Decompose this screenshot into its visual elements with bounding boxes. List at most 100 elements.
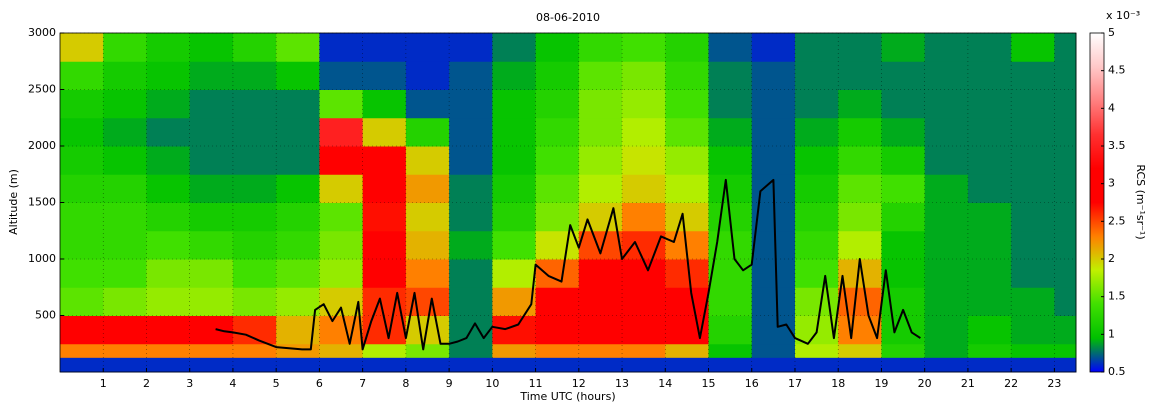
heatmap-cell xyxy=(146,146,191,175)
heatmap-cell xyxy=(967,357,1012,373)
heatmap-cell xyxy=(1054,357,1077,373)
heatmap-cell xyxy=(1054,287,1077,316)
heatmap-cell xyxy=(319,259,364,288)
heatmap-cell xyxy=(838,146,882,175)
heatmap-cell xyxy=(1054,230,1077,260)
heatmap-cell xyxy=(146,230,191,260)
heatmap-cell xyxy=(708,33,753,62)
heatmap-cell xyxy=(189,315,234,345)
heatmap-cell xyxy=(838,174,882,203)
x-tick-label: 3 xyxy=(186,377,193,390)
heatmap-cell xyxy=(794,202,839,232)
heatmap-cell xyxy=(1011,357,1055,373)
heatmap-cell xyxy=(276,259,320,288)
chart-title: 08-06-2010 xyxy=(536,11,600,24)
heatmap-cell xyxy=(924,230,969,260)
heatmap-cell xyxy=(319,343,364,358)
heatmap-cell xyxy=(146,117,191,147)
heatmap-cell xyxy=(1011,117,1055,147)
heatmap-cell xyxy=(449,146,493,175)
heatmap-cell xyxy=(449,117,493,147)
heatmap-cell xyxy=(405,230,450,260)
heatmap-cell xyxy=(665,287,710,316)
x-tick-label: 7 xyxy=(359,377,366,390)
y-axis-label: Altitude (m) xyxy=(7,169,20,235)
heatmap-cell xyxy=(449,230,493,260)
heatmap-cell xyxy=(578,259,623,288)
heatmap-cell xyxy=(146,259,191,288)
heatmap-cell xyxy=(924,61,969,90)
heatmap-cell xyxy=(708,146,753,175)
x-tick-label: 17 xyxy=(788,377,802,390)
heatmap-cell xyxy=(405,357,450,373)
heatmap-cell xyxy=(103,146,147,175)
heatmap-cell xyxy=(751,89,796,119)
heatmap-cell xyxy=(881,33,926,62)
heatmap-cell xyxy=(60,174,104,203)
heatmap-cell xyxy=(838,343,882,358)
heatmap-cell xyxy=(708,117,753,147)
heatmap-cell xyxy=(535,287,580,316)
heatmap-cell xyxy=(1011,315,1055,345)
heatmap-cell xyxy=(60,117,104,147)
heatmap-cell xyxy=(146,174,191,203)
heatmap-cell xyxy=(103,61,147,90)
heatmap-cell xyxy=(751,315,796,345)
heatmap-cell xyxy=(362,357,407,373)
heatmap-cell xyxy=(232,146,277,175)
heatmap-cell xyxy=(405,89,450,119)
heatmap-cell xyxy=(405,33,450,62)
heatmap-cell xyxy=(232,259,277,288)
heatmap-cell xyxy=(578,33,623,62)
heatmap-cell xyxy=(1054,343,1077,358)
heatmap-cell xyxy=(362,259,407,288)
heatmap-cell xyxy=(535,146,580,175)
heatmap-cell xyxy=(622,174,666,203)
x-tick-label: 6 xyxy=(316,377,323,390)
heatmap-cell xyxy=(60,230,104,260)
heatmap-cell xyxy=(103,357,147,373)
heatmap-cell xyxy=(881,146,926,175)
x-tick-label: 9 xyxy=(446,377,453,390)
heatmap-cell xyxy=(535,33,580,62)
heatmap-cell xyxy=(622,61,666,90)
heatmap-cell xyxy=(146,357,191,373)
heatmap-cell xyxy=(751,357,796,373)
heatmap-cell xyxy=(362,146,407,175)
heatmap-cell xyxy=(665,343,710,358)
x-tick-label: 12 xyxy=(572,377,586,390)
heatmap-cell xyxy=(881,202,926,232)
heatmap-cell xyxy=(60,146,104,175)
heatmap-cell xyxy=(578,146,623,175)
heatmap-cell xyxy=(1054,33,1077,62)
heatmap-cell xyxy=(405,259,450,288)
heatmap-cell xyxy=(362,202,407,232)
heatmap-cell xyxy=(924,343,969,358)
heatmap-cell xyxy=(276,61,320,90)
heatmap-cell xyxy=(189,343,234,358)
heatmap-cell xyxy=(794,287,839,316)
heatmap-cell xyxy=(189,89,234,119)
heatmap-cell xyxy=(578,315,623,345)
heatmap-cell xyxy=(405,202,450,232)
heatmap-cell xyxy=(924,202,969,232)
heatmap-cell xyxy=(535,202,580,232)
heatmap-cell xyxy=(492,61,537,90)
heatmap-cell xyxy=(492,343,537,358)
x-tick-label: 15 xyxy=(702,377,716,390)
heatmap-cell xyxy=(535,259,580,288)
heatmap-cell xyxy=(622,117,666,147)
heatmap-cell xyxy=(319,117,364,147)
heatmap-cell xyxy=(794,259,839,288)
heatmap-cell xyxy=(276,287,320,316)
heatmap-cell xyxy=(1011,343,1055,358)
colorbar-tick-label: 0.5 xyxy=(1108,365,1126,378)
heatmap-cell xyxy=(794,174,839,203)
x-tick-label: 22 xyxy=(1004,377,1018,390)
heatmap-cell xyxy=(449,33,493,62)
heatmap-cell xyxy=(319,230,364,260)
heatmap-cell xyxy=(578,230,623,260)
heatmap-cell xyxy=(708,89,753,119)
y-tick-label: 500 xyxy=(35,309,56,322)
